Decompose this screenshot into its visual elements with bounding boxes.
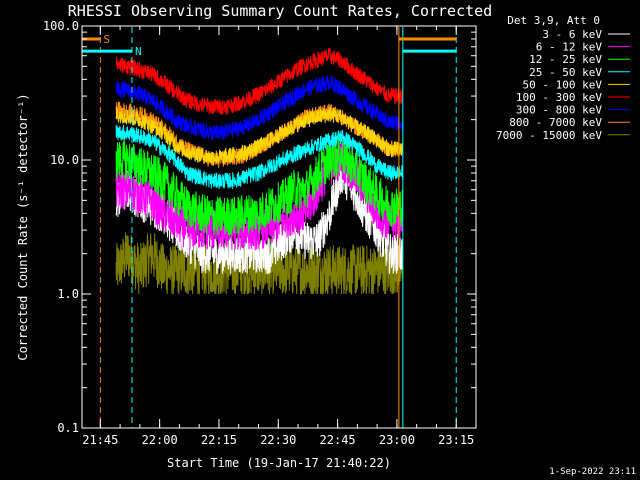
legend-title: Det 3,9, Att 0	[507, 14, 600, 27]
legend-entry-label: 50 - 100 keV	[523, 78, 603, 91]
series-path	[115, 142, 404, 251]
flag-label: N	[135, 45, 142, 58]
x-tick-label: 22:30	[260, 433, 296, 447]
legend-entry-label: 12 - 25 keV	[529, 53, 602, 66]
y-axis-label: Corrected Count Rate (s⁻¹ detector⁻¹)	[16, 93, 30, 360]
x-tick-label: 22:45	[320, 433, 356, 447]
plot-frame	[81, 25, 477, 429]
series-path	[115, 75, 404, 141]
series-path	[115, 47, 404, 116]
chart-title: RHESSI Observing Summary Count Rates, Co…	[68, 2, 492, 20]
series-25-50kev-line	[115, 124, 404, 189]
series-100-300kev-line	[115, 47, 404, 116]
legend-entry-label: 100 - 300 keV	[516, 91, 602, 104]
y-tick-label: 100.0	[43, 19, 79, 33]
legend-entry-label: 3 - 6 keV	[542, 28, 602, 41]
series-300-800kev-line	[115, 75, 404, 141]
y-tick-label: 1.0	[57, 287, 79, 301]
legend-entry-label: 25 - 50 keV	[529, 66, 602, 79]
series-6-12kev-line	[115, 142, 404, 251]
series-12-25kev-line	[115, 135, 404, 237]
legend-entry-label: 7000 - 15000 keV	[496, 129, 602, 142]
series-path	[115, 124, 404, 189]
legend-entry-label: 800 - 7000 keV	[509, 116, 602, 129]
series-50-100kev-line	[115, 107, 404, 166]
footer-timestamp: 1-Sep-2022 23:11	[549, 467, 636, 477]
x-axis-label: Start Time (19-Jan-17 21:40:22)	[167, 456, 391, 470]
x-tick-label: 22:00	[142, 433, 178, 447]
series-path	[115, 107, 404, 166]
legend-entry-label: 300 - 800 keV	[516, 104, 602, 117]
y-axis: 0.1 1.0 10.0 100.0	[43, 19, 476, 435]
series-path	[115, 135, 404, 237]
x-tick-label: 23:00	[379, 433, 415, 447]
x-tick-label: 22:15	[201, 433, 237, 447]
x-tick-label: 23:15	[438, 433, 474, 447]
y-tick-label: 10.0	[50, 153, 79, 167]
x-axis: 21:45 22:00 22:15 22:30 22:45 23:00 23:15	[82, 26, 477, 447]
x-tick-label: 21:45	[82, 433, 118, 447]
y-tick-label: 0.1	[57, 421, 79, 435]
legend-entry-label: 6 - 12 keV	[536, 41, 603, 54]
flag-label: S	[103, 33, 110, 46]
